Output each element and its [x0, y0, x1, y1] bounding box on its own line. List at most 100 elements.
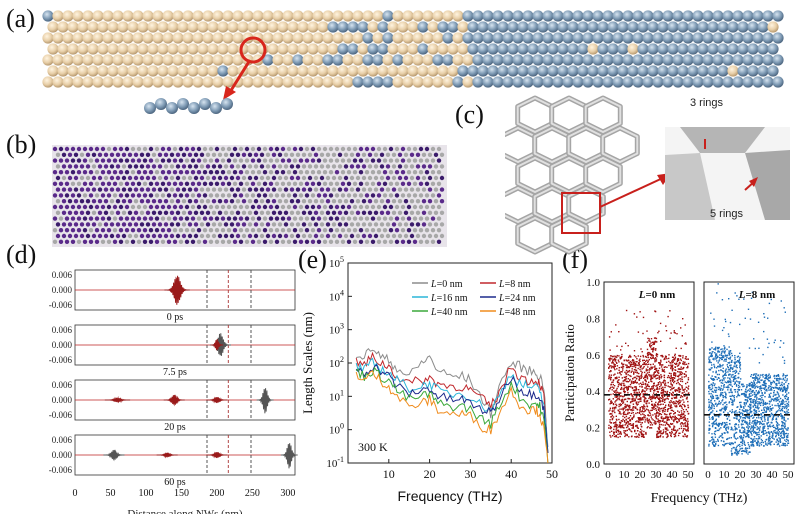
d-wavepacket: [103, 449, 125, 462]
f-ytick: 1.0: [586, 277, 600, 289]
panel-d-wavepackets: 0.006 0.000 -0.006 0 ps 0.006 0.000 -0.006 7.5 …: [49, 269, 298, 514]
panel-c-honeycomb: [505, 95, 790, 255]
d-wavepacket: [210, 339, 224, 351]
panel-f-chart: 0.0 0.2 0.4 0.6 0.8 1.0 Participation Ratio L=0…: [562, 277, 795, 506]
e-xtick: 40: [505, 467, 517, 481]
d-xtick: 0: [73, 488, 78, 499]
f-ytick: 0.2: [586, 423, 600, 435]
f-xtick: 20: [735, 469, 747, 481]
d-ytick: 0.000: [52, 340, 73, 350]
d-ytick: 0.000: [52, 450, 73, 460]
f-xtick: 0: [705, 469, 711, 481]
f-xtick: 20: [635, 469, 647, 481]
panel-b-lattice: [52, 145, 447, 247]
defect-arrow: [228, 59, 252, 93]
d-ytick: 0.006: [52, 270, 73, 280]
f-ytick: 0.4: [586, 386, 600, 398]
d-ytick: 0.006: [52, 380, 73, 390]
d-xlabel: Distance along NWs (nm): [127, 508, 242, 514]
d-wavepacket: [163, 394, 185, 407]
defect-arrow-head: [223, 86, 236, 100]
d-xtick: 250: [245, 488, 260, 499]
panel-label-a: (a): [6, 4, 35, 33]
f-xtick: 40: [667, 469, 679, 481]
f-plot-area: [703, 281, 795, 465]
f-ytick: 0.6: [586, 350, 600, 362]
d-ytick: -0.006: [49, 355, 73, 365]
panel-a-nanowire: [42, 10, 784, 114]
f-plot-area: [603, 281, 695, 465]
e-legend-label: L=8 nm: [498, 279, 531, 290]
d-wavepacket: [156, 452, 178, 459]
e-ytick: 100: [329, 422, 344, 437]
e-ytick: 103: [329, 322, 344, 337]
d-xtick: 100: [138, 488, 153, 499]
d-ytick: 0.006: [52, 325, 73, 335]
label-5-rings: 5 rings: [710, 208, 744, 220]
f-subplot-label: L=8 nm: [738, 289, 776, 301]
f-xtick: 30: [751, 469, 763, 481]
f-ytick: 0.0: [586, 459, 600, 471]
d-wavepacket: [206, 396, 228, 404]
e-ytick: 10-1: [326, 455, 344, 470]
d-wavepacket: [104, 395, 131, 404]
panel-label-d: (d): [6, 240, 37, 269]
d-ytick: -0.006: [49, 410, 73, 420]
f-ylabel: Participation Ratio: [562, 324, 577, 422]
panel-label-b: (b): [6, 130, 37, 159]
d-xtick: 150: [174, 488, 189, 499]
f-xtick: 10: [719, 469, 731, 481]
e-legend-label: L=24 nm: [498, 293, 536, 304]
d-wavepacket: [164, 275, 190, 305]
e-xlabel: Frequency (THz): [397, 488, 502, 504]
zoom-inset: [665, 127, 790, 220]
f-xtick: 30: [651, 469, 663, 481]
e-ylabel: Length Scales (nm): [300, 312, 315, 414]
e-ytick: 105: [329, 255, 344, 270]
d-time-label: 7.5 ps: [163, 367, 187, 378]
e-series-line: [356, 347, 549, 448]
zoom-box: [561, 192, 601, 234]
f-xtick: 50: [683, 469, 695, 481]
d-ytick: 0.006: [52, 435, 73, 445]
f-xtick: 40: [767, 469, 779, 481]
e-legend-label: L=16 nm: [430, 293, 468, 304]
e-xtick: 30: [464, 467, 476, 481]
e-series-line: [355, 366, 549, 464]
e-series-line: [355, 363, 549, 454]
e-ytick: 101: [329, 388, 344, 403]
e-legend-label: L=40 nm: [430, 307, 468, 318]
f-ytick: 0.8: [586, 313, 600, 325]
d-ytick: -0.006: [49, 300, 73, 310]
f-subplot-label: L=0 nm: [638, 289, 676, 301]
e-legend-label: L=0 nm: [430, 279, 463, 290]
d-time-label: 0 ps: [167, 312, 184, 323]
d-xtick: 300: [280, 488, 295, 499]
e-series-line: [355, 351, 549, 454]
f-xtick: 10: [619, 469, 631, 481]
d-time-label: 60 ps: [164, 477, 186, 488]
d-xtick: 50: [105, 488, 115, 499]
e-legend-label: L=48 nm: [498, 307, 536, 318]
e-series-line: [355, 370, 549, 464]
defect-highlight-circle: [239, 36, 267, 64]
f-xtick: 0: [605, 469, 611, 481]
d-time-label: 20 ps: [164, 422, 186, 433]
d-wavepacket: [280, 443, 298, 469]
d-wavepacket: [256, 388, 274, 414]
panel-label-e: (e): [298, 245, 327, 274]
panel-e-chart: 105 104 103 102 101 100 10-1 10 20 30 40 50 Frequenc…: [300, 255, 558, 504]
e-ytick: 104: [329, 288, 344, 303]
e-ytick: 102: [329, 355, 344, 370]
d-xtick: 200: [209, 488, 224, 499]
panel-label-c: (c): [455, 100, 484, 129]
e-xtick: 50: [546, 467, 558, 481]
e-annotation: 300 K: [358, 440, 388, 454]
d-ytick: -0.006: [49, 465, 73, 475]
f-xtick: 50: [783, 469, 795, 481]
e-xtick: 20: [424, 467, 436, 481]
d-ytick: 0.000: [52, 285, 73, 295]
f-xlabel: Frequency (THz): [651, 491, 748, 506]
e-xtick: 10: [383, 467, 395, 481]
d-ytick: 0.000: [52, 395, 73, 405]
